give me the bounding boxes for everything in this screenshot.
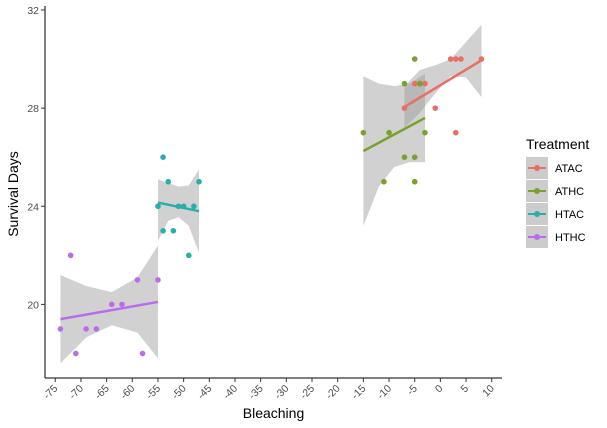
legend-key-point [534, 188, 540, 194]
legend-key-htac [526, 203, 548, 225]
confidence-band-atac [404, 24, 482, 128]
legend-label-hthc: HTHC [555, 232, 586, 244]
legend-key-point [534, 234, 540, 240]
point-athc-9 [422, 129, 428, 136]
point-htac-2 [160, 228, 166, 234]
point-htac-4 [170, 228, 177, 234]
fit-line-hthc [60, 300, 159, 321]
x-tick-label: -45 [195, 383, 214, 402]
point-athc-5 [411, 56, 418, 62]
x-tick-label: -60 [118, 383, 137, 402]
y-tick-label: 24 [27, 201, 39, 213]
point-atac-1 [411, 80, 418, 87]
x-tick-label: -20 [324, 383, 343, 402]
point-hthc-8 [139, 350, 146, 357]
legend-label-athc: ATHC [555, 186, 584, 198]
point-athc-0 [360, 129, 367, 136]
point-hthc-1 [67, 252, 74, 259]
axes: -75 -70 -65 -60 -55 -50 -45 -40 -35 -30 -25 -20 -15-… [27, 5, 502, 402]
legend-label-atac: ATAC [555, 163, 583, 175]
point-athc-7 [411, 178, 418, 185]
point-atac-5 [447, 56, 454, 62]
x-tick-label: -5 [405, 383, 420, 398]
x-tick-label: -40 [221, 383, 240, 402]
point-htac-3 [165, 178, 172, 185]
x-tick-label: -25 [298, 383, 317, 402]
point-htac-7 [185, 252, 192, 259]
point-htac-9 [196, 178, 202, 185]
legend-title: Treatment [526, 136, 589, 152]
point-hthc-2 [73, 350, 79, 357]
point-hthc-7 [134, 277, 141, 283]
fit-line-atac [403, 59, 483, 108]
y-tick-label: 20 [27, 299, 39, 311]
confidence-band-htac [158, 169, 199, 253]
x-tick-label: -65 [93, 383, 112, 402]
point-atac-7 [452, 129, 459, 136]
point-atac-3 [422, 80, 428, 87]
x-axis-title: Bleaching [243, 405, 305, 421]
fit-line-athc [362, 116, 426, 153]
regression-lines [60, 59, 483, 321]
y-tick-label: 32 [27, 5, 39, 17]
legend-key-point [534, 165, 540, 171]
x-tick-label: 5 [459, 383, 472, 396]
point-htac-6 [180, 203, 187, 210]
legend: Treatment ATAC ATHC HTAC HTHC [526, 136, 589, 248]
point-hthc-0 [57, 326, 64, 332]
legend-label-htac: HTAC [555, 209, 584, 221]
y-axis-title: Survival Days [5, 151, 21, 237]
x-tick-label: -15 [349, 383, 368, 402]
point-hthc-9 [155, 277, 161, 283]
x-tick-label: -10 [375, 383, 394, 402]
point-hthc-6 [119, 301, 125, 308]
confidence-band-athc [363, 73, 425, 226]
point-hthc-4 [93, 326, 100, 332]
point-athc-1 [381, 178, 387, 185]
point-atac-0 [401, 105, 408, 111]
point-atac-4 [432, 105, 439, 111]
point-htac-1 [160, 154, 166, 160]
x-tick-label: 10 [480, 383, 497, 400]
point-athc-4 [401, 80, 408, 87]
point-htac-0 [155, 203, 161, 210]
x-tick-label: -30 [272, 383, 291, 402]
x-tick-label: -55 [144, 383, 163, 402]
confidence-bands [60, 24, 482, 364]
legend-key-hthc [526, 226, 548, 248]
x-tick-label: -75 [41, 383, 60, 402]
point-htac-5 [175, 203, 182, 210]
point-hthc-3 [83, 326, 89, 332]
y-tick-label: 28 [27, 103, 39, 115]
legend-key-atac [526, 157, 548, 179]
point-hthc-5 [108, 301, 115, 308]
point-athc-6 [411, 154, 418, 160]
legend-key-athc [526, 180, 548, 202]
x-tick-label: -70 [67, 383, 86, 402]
data-points [57, 56, 485, 357]
point-htac-8 [191, 203, 197, 210]
legend-key-point [534, 211, 540, 217]
point-atac-9 [478, 56, 485, 62]
x-tick-label: -35 [247, 383, 266, 402]
point-atac-6 [452, 56, 459, 62]
point-atac-8 [458, 56, 464, 62]
point-athc-8 [417, 80, 423, 87]
x-tick-label: -50 [170, 383, 189, 402]
point-athc-2 [386, 129, 392, 136]
point-athc-3 [401, 154, 408, 160]
x-tick-label: 0 [433, 383, 446, 396]
